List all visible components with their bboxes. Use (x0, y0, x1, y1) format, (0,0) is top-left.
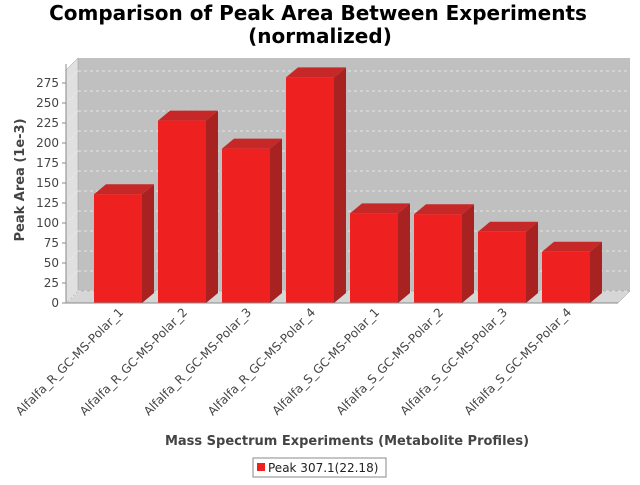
chart-title: Comparison of Peak Area Between Experime… (49, 1, 587, 25)
x-axis-label: Mass Spectrum Experiments (Metabolite Pr… (165, 434, 529, 449)
y-tick-label: 100 (36, 216, 59, 230)
bar-front-face (414, 214, 462, 303)
x-tick-label: Alfalfa_S_GC-MS-Polar_2 (333, 305, 446, 418)
bars-group (94, 67, 602, 304)
legend-label: Peak 307.1(22.18) (268, 461, 378, 475)
y-tick-label: 150 (36, 176, 59, 190)
bar-top-face (158, 110, 218, 121)
grid-line-diagonal (65, 170, 79, 184)
bar-front-face (158, 120, 206, 303)
x-tick-label: Alfalfa_S_GC-MS-Polar_3 (397, 305, 510, 418)
grid-line-diagonal (65, 290, 79, 304)
x-tick-label: Alfalfa_R_GC-MS-Polar_4 (205, 305, 318, 418)
bar-top-face (222, 138, 282, 149)
bar (350, 203, 410, 303)
bar-top-face (94, 184, 154, 195)
y-tick-label: 125 (36, 196, 59, 210)
bar-top-face (478, 221, 538, 232)
y-tick-label: 250 (36, 96, 59, 110)
bar (158, 110, 218, 303)
grid-line-diagonal (65, 250, 79, 264)
y-tick-label: 25 (44, 276, 59, 290)
grid-line-diagonal (65, 70, 79, 84)
grid-line-diagonal (65, 130, 79, 144)
bar-front-face (286, 77, 334, 304)
bar-side-face (590, 241, 602, 303)
x-tick-label: Alfalfa_R_GC-MS-Polar_3 (141, 305, 254, 418)
y-tick-label: 175 (36, 156, 59, 170)
plot-side-wall (65, 57, 79, 304)
x-tick-label: Alfalfa_R_GC-MS-Polar_1 (13, 305, 126, 418)
grid-line-diagonal (65, 110, 79, 124)
y-axis-label: Peak Area (1e-3) (13, 118, 28, 241)
bar-side-face (206, 110, 218, 303)
grid-line-diagonal (65, 210, 79, 224)
bar-side-face (462, 204, 474, 303)
legend: Peak 307.1(22.18) (252, 457, 387, 478)
chart-subtitle: (normalized) (248, 24, 392, 48)
y-tick-label: 200 (36, 136, 59, 150)
x-tick-label: Alfalfa_S_GC-MS-Polar_1 (269, 305, 382, 418)
bar (222, 138, 282, 303)
bar-front-face (94, 194, 142, 303)
bar-front-face (478, 231, 526, 303)
bar-top-face (286, 67, 346, 78)
bar (542, 241, 602, 303)
x-axis: Alfalfa_R_GC-MS-Polar_1Alfalfa_R_GC-MS-P… (13, 302, 618, 418)
bar (414, 204, 474, 303)
grid-line-diagonal (65, 270, 79, 284)
grid-line-diagonal (65, 90, 79, 104)
y-tick-label: 50 (44, 256, 59, 270)
bar-top-face (542, 241, 602, 252)
y-tick-label: 275 (36, 76, 59, 90)
bar-side-face (270, 138, 282, 303)
bar-front-face (222, 148, 270, 303)
bar-side-face (334, 67, 346, 304)
grid-line-diagonal (65, 150, 79, 164)
bar-side-face (526, 221, 538, 303)
y-tick-label: 0 (51, 296, 59, 310)
y-axis: 0 25 50 75 100 125 150 175 200 225 250 275 (36, 64, 67, 310)
x-tick-label: Alfalfa_S_GC-MS-Polar_4 (461, 305, 574, 418)
grid-line-diagonal (65, 230, 79, 244)
bar-side-face (142, 184, 154, 303)
legend-box (252, 457, 387, 478)
grid-line-diagonal (65, 190, 79, 204)
y-tick-label: 75 (44, 236, 59, 250)
bar-front-face (350, 213, 398, 303)
bar-top-face (350, 203, 410, 214)
bar-front-face (542, 251, 590, 303)
bar (94, 184, 154, 303)
legend-swatch (257, 463, 265, 471)
bar (286, 67, 346, 304)
bar-top-face (414, 204, 474, 215)
x-tick-label: Alfalfa_R_GC-MS-Polar_2 (77, 305, 190, 418)
y-tick-label: 225 (36, 116, 59, 130)
bar-side-face (398, 203, 410, 303)
bar (478, 221, 538, 303)
